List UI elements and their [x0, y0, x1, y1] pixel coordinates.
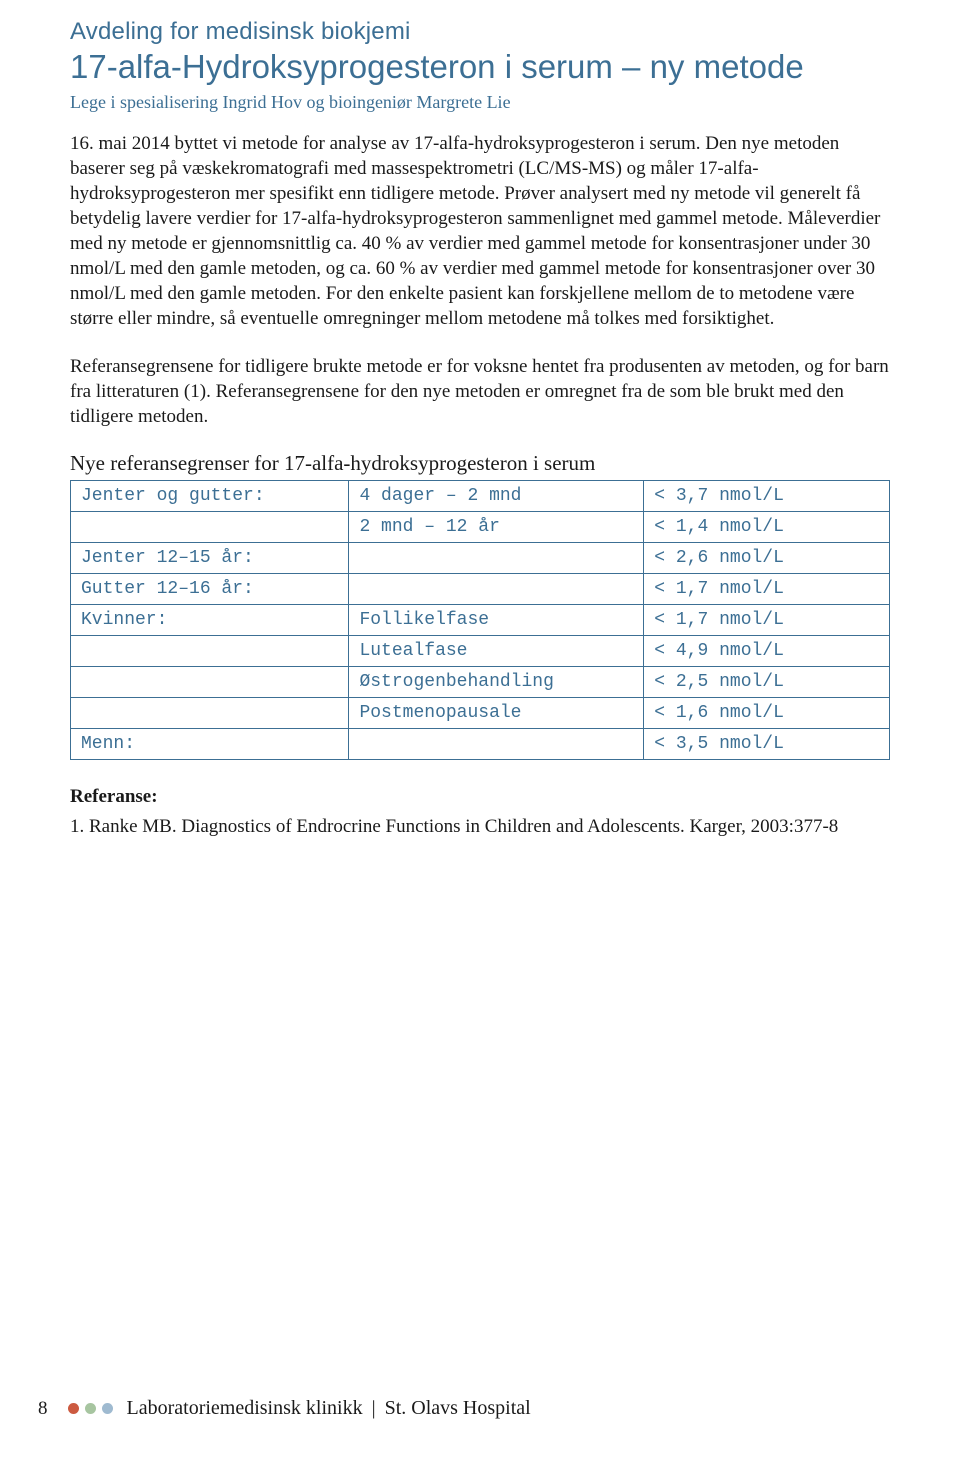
footer-text: Laboratoriemedisinsk klinikk | St. Olavs…	[127, 1397, 531, 1420]
table-cell: Follikelfase	[349, 604, 644, 635]
reference-item: 1. Ranke MB. Diagnostics of Endrocrine F…	[70, 814, 890, 839]
table-cell: < 1,4 nmol/L	[644, 511, 890, 542]
table-cell: Menn:	[71, 728, 349, 759]
table-cell: < 4,9 nmol/L	[644, 635, 890, 666]
table-cell: < 1,6 nmol/L	[644, 697, 890, 728]
table-cell: 4 dager – 2 mnd	[349, 480, 644, 511]
table-cell	[349, 728, 644, 759]
body-paragraph-2: Referansegrensene for tidligere brukte m…	[70, 354, 890, 429]
table-cell: < 3,5 nmol/L	[644, 728, 890, 759]
table-cell: < 2,5 nmol/L	[644, 666, 890, 697]
table-cell: < 3,7 nmol/L	[644, 480, 890, 511]
table-cell	[71, 697, 349, 728]
table-cell: Jenter 12–15 år:	[71, 542, 349, 573]
table-row: Kvinner: Follikelfase < 1,7 nmol/L	[71, 604, 890, 635]
table-row: Postmenopausale < 1,6 nmol/L	[71, 697, 890, 728]
page-number: 8	[38, 1398, 48, 1420]
table-cell: Østrogenbehandling	[349, 666, 644, 697]
dot-icon	[85, 1403, 96, 1414]
table-cell	[71, 635, 349, 666]
table-cell: Postmenopausale	[349, 697, 644, 728]
table-cell: 2 mnd – 12 år	[349, 511, 644, 542]
references-heading: Referanse:	[70, 786, 890, 808]
table-cell	[349, 542, 644, 573]
table-cell: Lutealfase	[349, 635, 644, 666]
dot-icon	[68, 1403, 79, 1414]
table-cell: < 2,6 nmol/L	[644, 542, 890, 573]
table-cell	[71, 666, 349, 697]
footer-separator: |	[372, 1397, 376, 1419]
table-row: Lutealfase < 4,9 nmol/L	[71, 635, 890, 666]
table-cell: < 1,7 nmol/L	[644, 604, 890, 635]
table-cell: Jenter og gutter:	[71, 480, 349, 511]
table-row: Jenter 12–15 år: < 2,6 nmol/L	[71, 542, 890, 573]
dot-icon	[102, 1403, 113, 1414]
footer-right: St. Olavs Hospital	[385, 1397, 531, 1419]
table-row: 2 mnd – 12 år < 1,4 nmol/L	[71, 511, 890, 542]
table-cell: Kvinner:	[71, 604, 349, 635]
reference-ranges-table: Jenter og gutter: 4 dager – 2 mnd < 3,7 …	[70, 480, 890, 760]
decorative-dots	[68, 1403, 113, 1414]
page-footer: 8 Laboratoriemedisinsk klinikk | St. Ola…	[38, 1397, 531, 1420]
body-paragraph-1: 16. mai 2014 byttet vi metode for analys…	[70, 131, 890, 332]
department-heading: Avdeling for medisinsk biokjemi	[70, 18, 890, 46]
table-cell: < 1,7 nmol/L	[644, 573, 890, 604]
table-cell	[349, 573, 644, 604]
table-cell	[71, 511, 349, 542]
table-row: Gutter 12–16 år: < 1,7 nmol/L	[71, 573, 890, 604]
table-cell: Gutter 12–16 år:	[71, 573, 349, 604]
footer-left: Laboratoriemedisinsk klinikk	[127, 1397, 363, 1419]
table-heading: Nye referansegrenser for 17-alfa-hydroks…	[70, 451, 890, 476]
authors-line: Lege i spesialisering Ingrid Hov og bioi…	[70, 92, 890, 113]
table-row: Menn: < 3,5 nmol/L	[71, 728, 890, 759]
document-page: Avdeling for medisinsk biokjemi 17-alfa-…	[0, 0, 960, 1458]
table-row: Jenter og gutter: 4 dager – 2 mnd < 3,7 …	[71, 480, 890, 511]
page-title: 17-alfa-Hydroksyprogesteron i serum – ny…	[70, 48, 890, 86]
table-row: Østrogenbehandling < 2,5 nmol/L	[71, 666, 890, 697]
